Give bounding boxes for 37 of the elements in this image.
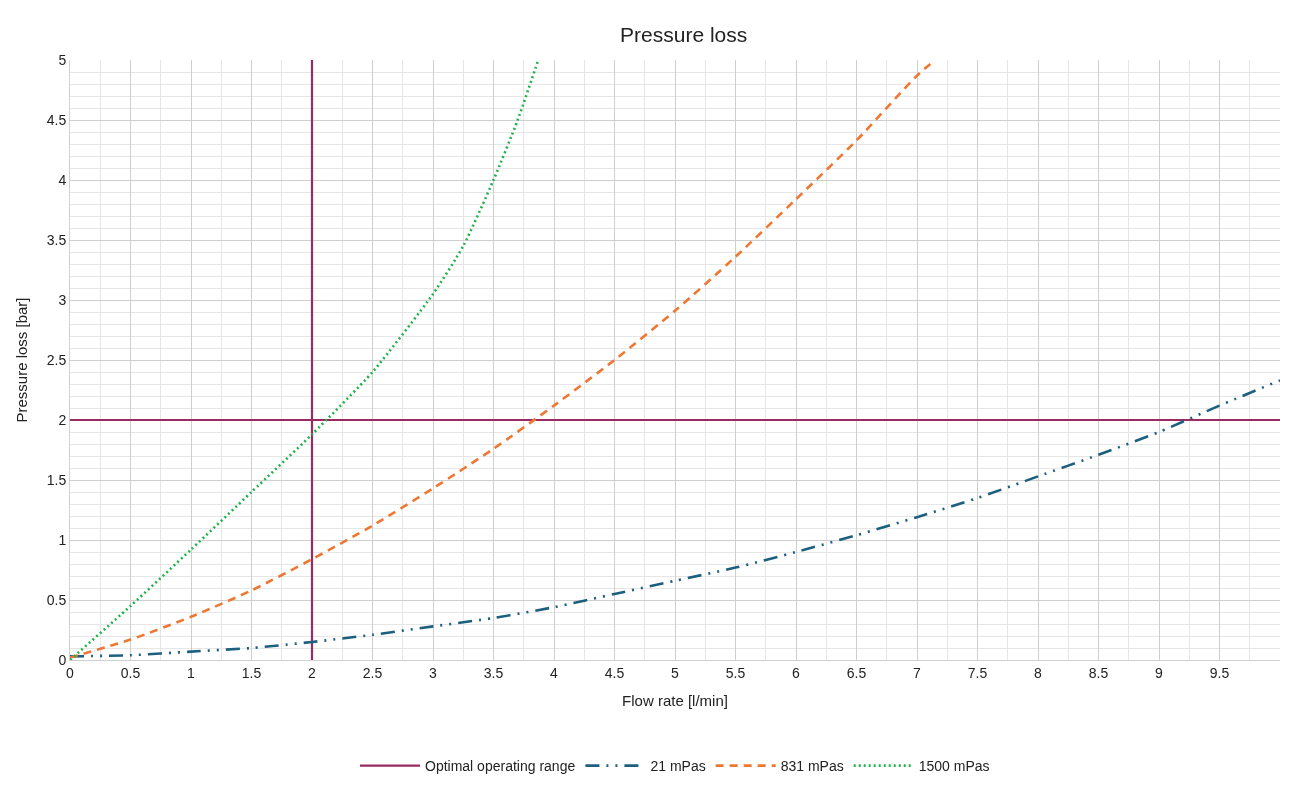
x-tick-label: 3 bbox=[429, 664, 438, 681]
y-tick-label: 4 bbox=[58, 171, 67, 188]
legend-label: 21 mPas bbox=[650, 758, 706, 775]
x-tick-label: 9 bbox=[1155, 664, 1164, 681]
legend-label: Optimal operating range bbox=[425, 758, 576, 775]
y-tick-label: 1 bbox=[58, 531, 67, 548]
x-tick-label: 7 bbox=[913, 664, 922, 681]
x-tick-label: 8.5 bbox=[1088, 664, 1109, 681]
y-tick-label: 3 bbox=[58, 291, 67, 308]
x-axis-title: Flow rate [l/min] bbox=[622, 691, 728, 709]
x-tick-label: 3.5 bbox=[483, 664, 504, 681]
x-tick-label: 5.5 bbox=[725, 664, 746, 681]
x-tick-label: 6 bbox=[792, 664, 801, 681]
x-tick-label: 9.5 bbox=[1209, 664, 1230, 681]
chart-title: Pressure loss bbox=[620, 23, 748, 47]
x-tick-label: 2 bbox=[308, 664, 317, 681]
y-tick-label: 0 bbox=[58, 651, 67, 668]
y-axis-title: Pressure loss [bar] bbox=[12, 297, 30, 423]
x-tick-label: 2.5 bbox=[362, 664, 383, 681]
x-tick-label: 1.5 bbox=[241, 664, 262, 681]
legend-label: 831 mPas bbox=[780, 758, 844, 775]
x-tick-label: 7.5 bbox=[967, 664, 988, 681]
y-tick-label: 4.5 bbox=[46, 111, 67, 128]
y-tick-label: 1.5 bbox=[46, 471, 67, 488]
x-tick-label: 4.5 bbox=[604, 664, 625, 681]
x-tick-label: 5 bbox=[671, 664, 680, 681]
y-tick-label: 2 bbox=[58, 411, 67, 428]
x-tick-label: 4 bbox=[550, 664, 559, 681]
x-tick-label: 1 bbox=[187, 664, 196, 681]
legend-label: 1500 mPas bbox=[918, 758, 990, 775]
x-tick-label: 6.5 bbox=[846, 664, 867, 681]
y-tick-label: 5 bbox=[58, 51, 67, 68]
y-tick-label: 0.5 bbox=[46, 591, 67, 608]
y-tick-label: 2.5 bbox=[46, 351, 67, 368]
y-tick-label: 3.5 bbox=[46, 231, 67, 248]
x-tick-label: 0.5 bbox=[120, 664, 141, 681]
x-tick-label: 8 bbox=[1034, 664, 1043, 681]
